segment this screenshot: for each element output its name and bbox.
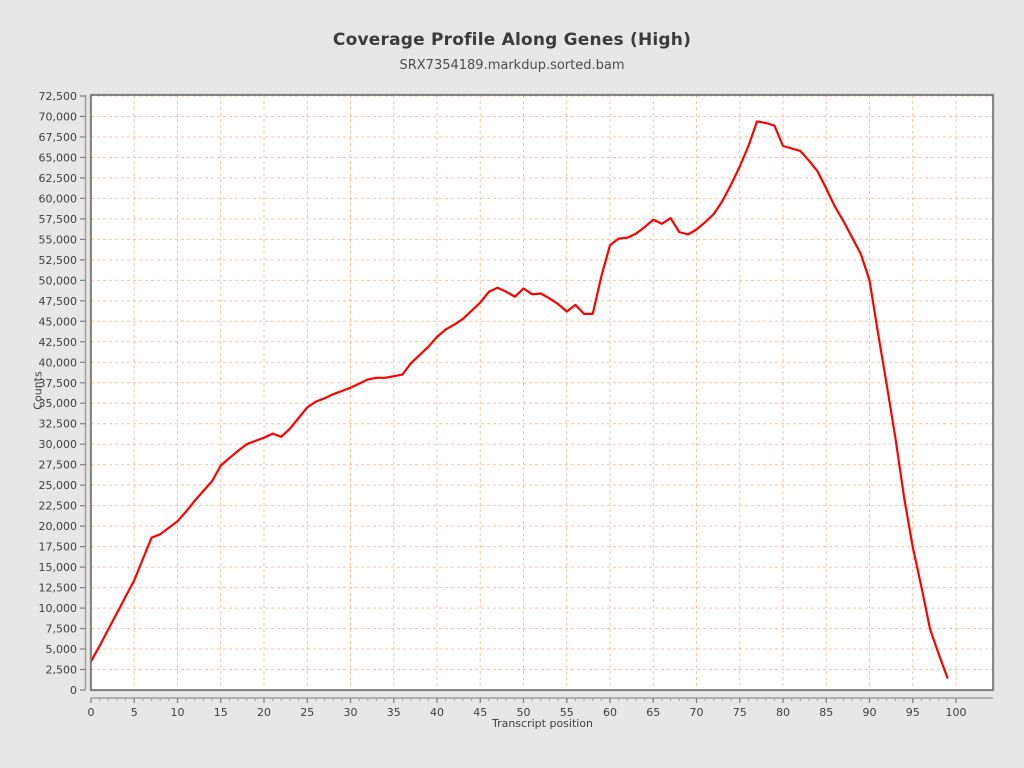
- chart-subtitle: SRX7354189.markdup.sorted.bam: [399, 58, 625, 73]
- chart-title: Coverage Profile Along Genes (High): [332, 30, 692, 50]
- x-axis-title: Transcript position: [491, 717, 594, 730]
- y-tick-label: 27,500: [39, 459, 78, 472]
- y-tick-label: 42,500: [39, 336, 78, 349]
- y-tick-label: 70,000: [39, 110, 78, 123]
- x-tick-label: 75: [733, 706, 747, 719]
- coverage-series-line: [89, 120, 949, 679]
- y-tick-label: 47,500: [39, 295, 78, 308]
- y-tick-label: 15,000: [39, 561, 78, 574]
- y-tick-label: 40,000: [39, 356, 78, 369]
- x-tick-label: 15: [214, 706, 228, 719]
- plot-border-bevel: [89, 93, 995, 692]
- y-tick-label: 52,500: [39, 254, 78, 267]
- y-tick-label: 60,000: [39, 192, 78, 205]
- x-tick-label: 30: [344, 706, 358, 719]
- y-tick-label: 55,000: [39, 233, 78, 246]
- y-tick-label: 7,500: [46, 623, 78, 636]
- y-tick-label: 5,000: [46, 643, 78, 656]
- y-axis-title: Counts: [31, 371, 45, 410]
- x-tick-label: 5: [131, 706, 138, 719]
- y-tick-label: 45,000: [39, 315, 78, 328]
- x-tick-label: 60: [603, 706, 617, 719]
- x-tick-label: 20: [257, 706, 271, 719]
- x-tick-label: 35: [387, 706, 401, 719]
- y-tick-label: 25,000: [39, 479, 78, 492]
- x-tick-label: 25: [300, 706, 314, 719]
- y-tick-label: 10,000: [39, 602, 78, 615]
- x-tick-label: 0: [88, 706, 95, 719]
- y-tick-label: 30,000: [39, 438, 78, 451]
- x-tick-label: 50: [517, 706, 531, 719]
- x-tick-label: 55: [560, 706, 574, 719]
- x-tick-label: 100: [946, 706, 967, 719]
- x-tick-label: 90: [863, 706, 877, 719]
- y-tick-label: 12,500: [39, 582, 78, 595]
- y-tick-label: 57,500: [39, 213, 78, 226]
- y-tick-label: 72,500: [39, 90, 78, 103]
- y-tick-label: 2,500: [46, 664, 78, 677]
- x-tick-label: 70: [690, 706, 704, 719]
- y-tick-label: 65,000: [39, 151, 78, 164]
- y-tick-label: 35,000: [39, 397, 78, 410]
- x-tick-label: 40: [430, 706, 444, 719]
- plot-area: [91, 95, 993, 690]
- plot-border: [90, 94, 994, 691]
- y-tick-label: 20,000: [39, 520, 78, 533]
- y-tick-label: 32,500: [39, 418, 78, 431]
- y-tick-label: 37,500: [39, 377, 78, 390]
- x-tick-label: 65: [646, 706, 660, 719]
- y-tick-label: 22,500: [39, 500, 78, 513]
- y-tick-label: 62,500: [39, 172, 78, 185]
- x-tick-label: 45: [473, 706, 487, 719]
- y-tick-label: 50,000: [39, 274, 78, 287]
- x-tick-label: 85: [819, 706, 833, 719]
- y-tick-label: 67,500: [39, 131, 78, 144]
- x-tick-label: 95: [906, 706, 920, 719]
- y-tick-label: 17,500: [39, 541, 78, 554]
- x-tick-label: 80: [776, 706, 790, 719]
- y-tick-label: 0: [70, 684, 77, 697]
- x-tick-label: 10: [171, 706, 185, 719]
